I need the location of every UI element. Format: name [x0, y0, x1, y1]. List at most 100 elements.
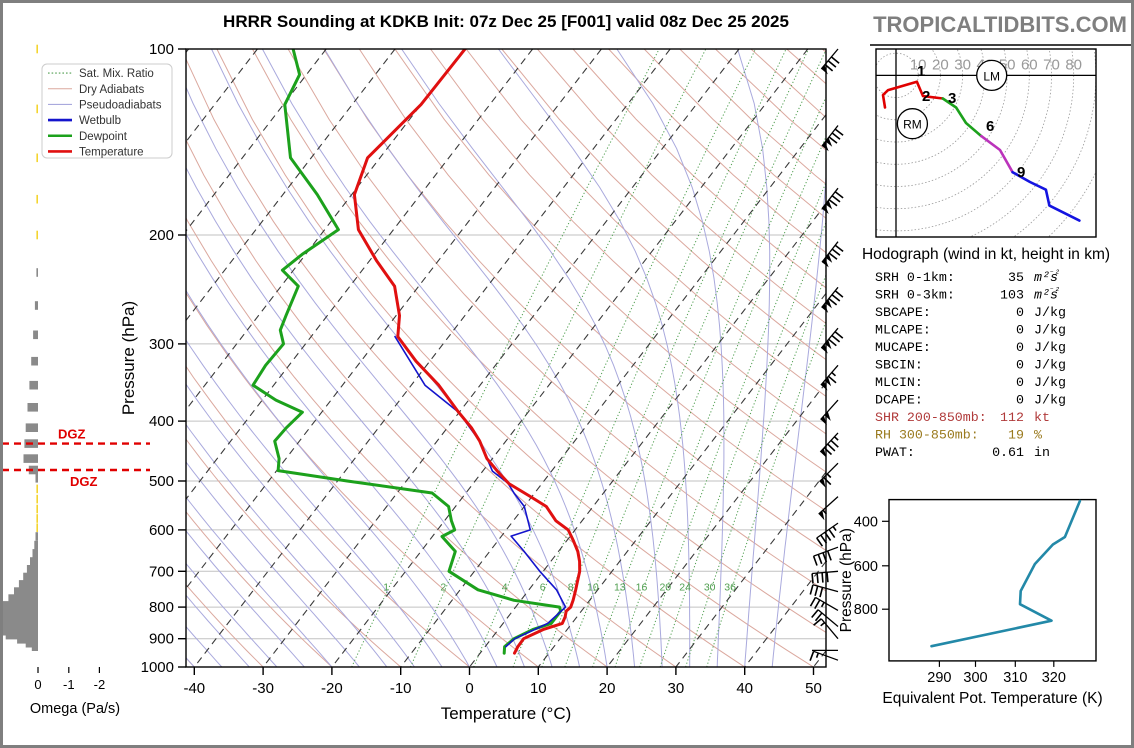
svg-text:MLCAPE:: MLCAPE:	[875, 323, 931, 338]
svg-text:J/kg: J/kg	[1034, 393, 1066, 408]
svg-text:TROPICALTIDBITS.COM: TROPICALTIDBITS.COM	[873, 12, 1127, 37]
svg-text:70: 70	[1043, 56, 1060, 73]
svg-text:310: 310	[1003, 670, 1027, 686]
svg-text:-1: -1	[63, 677, 75, 692]
svg-text:0.61: 0.61	[992, 445, 1024, 460]
svg-text:SRH 0-1km:: SRH 0-1km:	[875, 270, 955, 285]
svg-text:-10: -10	[390, 680, 412, 697]
svg-text:J/kg: J/kg	[1034, 358, 1066, 373]
svg-text:3: 3	[948, 90, 956, 107]
svg-text:kt: kt	[1034, 410, 1050, 425]
svg-text:60: 60	[1021, 56, 1038, 73]
svg-text:13: 13	[614, 581, 626, 593]
svg-text:SRH 0-3km:: SRH 0-3km:	[875, 288, 955, 303]
svg-text:400: 400	[149, 413, 174, 430]
svg-text:800: 800	[854, 602, 878, 618]
svg-text:24: 24	[679, 581, 691, 593]
svg-text:400: 400	[854, 514, 878, 530]
svg-text:0: 0	[1016, 340, 1024, 355]
svg-text:10: 10	[587, 581, 599, 593]
svg-text:Hodograph (wind in kt, height: Hodograph (wind in kt, height in km)	[862, 246, 1110, 263]
svg-text:%: %	[1034, 428, 1042, 443]
svg-text:SBCIN:: SBCIN:	[875, 358, 923, 373]
svg-text:112: 112	[1000, 410, 1024, 425]
svg-text:Pressure (hPa): Pressure (hPa)	[838, 528, 855, 632]
svg-text:DGZ: DGZ	[70, 474, 98, 489]
svg-text:LM: LM	[983, 69, 1000, 83]
svg-text:8: 8	[568, 581, 574, 593]
svg-text:1: 1	[383, 581, 389, 593]
svg-text:10: 10	[530, 680, 547, 697]
svg-text:HRRR Sounding at KDKB Init: 07: HRRR Sounding at KDKB Init: 07z Dec 25 […	[223, 12, 789, 31]
svg-text:-40: -40	[183, 680, 205, 697]
svg-text:Dewpoint: Dewpoint	[79, 131, 128, 143]
svg-text:J/kg: J/kg	[1034, 305, 1066, 320]
svg-text:Pressure (hPa): Pressure (hPa)	[119, 301, 138, 415]
svg-text:0: 0	[1016, 305, 1024, 320]
svg-text:MUCAPE:: MUCAPE:	[875, 340, 931, 355]
svg-text:DCAPE:: DCAPE:	[875, 393, 923, 408]
svg-text:300: 300	[149, 336, 174, 353]
svg-text:1: 1	[917, 63, 925, 80]
svg-text:35: 35	[1008, 270, 1024, 285]
svg-text:320: 320	[1042, 670, 1066, 686]
svg-text:500: 500	[149, 473, 174, 490]
svg-text:0: 0	[1016, 323, 1024, 338]
svg-text:290: 290	[927, 670, 951, 686]
svg-text:Temperature: Temperature	[79, 146, 144, 158]
svg-text:0: 0	[1016, 358, 1024, 373]
svg-text:DGZ: DGZ	[58, 427, 86, 442]
svg-text:in: in	[1034, 445, 1050, 460]
svg-text:100: 100	[149, 41, 174, 58]
svg-text:80: 80	[1065, 56, 1082, 73]
svg-text:2: 2	[922, 88, 930, 105]
svg-text:200: 200	[149, 227, 174, 244]
svg-text:600: 600	[149, 522, 174, 539]
svg-text:J/kg: J/kg	[1034, 323, 1066, 338]
svg-text:2: 2	[440, 581, 446, 593]
svg-text:4: 4	[502, 581, 508, 593]
svg-text:600: 600	[854, 559, 878, 575]
svg-text:⁻²: ⁻²	[1049, 287, 1060, 297]
svg-text:50: 50	[805, 680, 822, 697]
svg-text:30: 30	[954, 56, 971, 73]
svg-text:40: 40	[736, 680, 753, 697]
svg-text:J/kg: J/kg	[1034, 375, 1066, 390]
svg-text:0: 0	[465, 680, 473, 697]
svg-text:9: 9	[1017, 164, 1025, 181]
svg-text:20: 20	[599, 680, 616, 697]
svg-text:Dry Adiabats: Dry Adiabats	[79, 84, 144, 96]
svg-text:700: 700	[149, 563, 174, 580]
svg-text:J/kg: J/kg	[1034, 340, 1066, 355]
svg-text:-20: -20	[321, 680, 343, 697]
svg-text:Sat. Mix. Ratio: Sat. Mix. Ratio	[79, 68, 154, 80]
svg-text:Pseudoadiabats: Pseudoadiabats	[79, 99, 162, 111]
svg-text:SBCAPE:: SBCAPE:	[875, 305, 931, 320]
svg-text:800: 800	[149, 599, 174, 616]
svg-text:MLCIN:: MLCIN:	[875, 375, 923, 390]
svg-text:20: 20	[932, 56, 949, 73]
svg-text:6: 6	[540, 581, 546, 593]
svg-text:PWAT:: PWAT:	[875, 445, 915, 460]
svg-text:36: 36	[724, 581, 736, 593]
svg-text:Wetbulb: Wetbulb	[79, 115, 121, 127]
svg-text:900: 900	[149, 631, 174, 648]
svg-text:RM: RM	[903, 118, 922, 132]
svg-text:-2: -2	[94, 677, 106, 692]
svg-text:20: 20	[659, 581, 671, 593]
svg-text:30: 30	[704, 581, 716, 593]
svg-text:103: 103	[1000, 288, 1024, 303]
svg-text:SHR 200-850mb:: SHR 200-850mb:	[875, 410, 987, 425]
svg-text:Equivalent Pot. Temperature (K: Equivalent Pot. Temperature (K)	[882, 690, 1102, 707]
svg-text:19: 19	[1008, 428, 1024, 443]
svg-text:0: 0	[1016, 375, 1024, 390]
svg-text:0: 0	[1016, 393, 1024, 408]
svg-text:Omega (Pa/s): Omega (Pa/s)	[30, 701, 120, 717]
svg-text:30: 30	[668, 680, 685, 697]
svg-text:Temperature (°C): Temperature (°C)	[441, 704, 572, 723]
svg-text:1000: 1000	[141, 659, 174, 676]
svg-text:300: 300	[963, 670, 987, 686]
svg-text:⁻²: ⁻²	[1049, 269, 1060, 279]
svg-text:0: 0	[34, 677, 41, 692]
svg-text:-30: -30	[252, 680, 274, 697]
